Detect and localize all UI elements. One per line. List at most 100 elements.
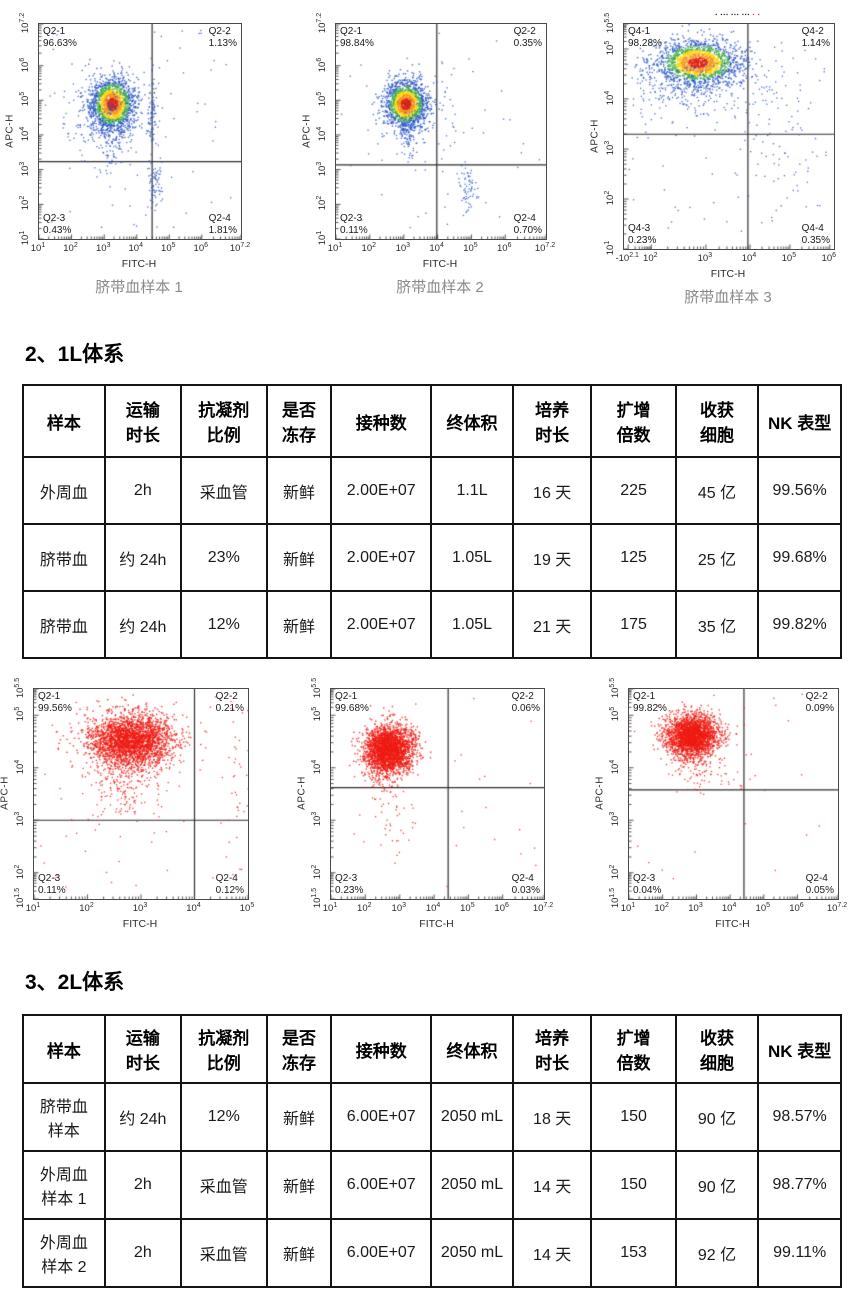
flow-cytometry-plot: ▪ ▪▪▪ ▪▪▪ ▪▪▪ ▪ ▪ Q4-1 98.28% Q4-2 1.14% Q4-3… xyxy=(589,11,856,306)
quadrant-name: Q4-3 xyxy=(628,223,651,234)
table-2l: 样本 运输 时长 抗凝剂 比例 是否 冻存 接种数 终体积 培养 时长 扩增 倍数 收获 细胞 N… xyxy=(22,1014,842,1288)
data-cell: 2.00E+07 xyxy=(330,590,433,659)
data-cell: 2h xyxy=(103,1218,182,1288)
data-cell: 19 天 xyxy=(511,523,593,592)
quadrant-name: Q2-3 xyxy=(43,213,66,224)
quadrant-label-tl: Q2-1 96.63% xyxy=(43,26,77,50)
table-row: 脐带血约 24h 23% 新鲜 2.00E+07 1.05L 19 天 125 25 亿 99.… xyxy=(22,523,842,592)
y-axis-tick-label: 103 xyxy=(608,812,622,827)
y-axis-tick-label: 102 xyxy=(608,864,622,879)
data-cell: 新鲜 xyxy=(265,523,333,592)
header-cell: 培养 时长 xyxy=(511,384,593,458)
quadrant-name: Q2-2 xyxy=(215,691,238,702)
quadrant-percent: 0.11% xyxy=(38,885,66,896)
data-cell: 6.00E+07 xyxy=(330,1082,433,1152)
data-cell: 35 亿 xyxy=(674,590,760,659)
table-1l-wrap: 样本 运输 时长 抗凝剂 比例 是否 冻存 接种数 终体积 培养 时长 扩增 倍数 收获 细胞 N… xyxy=(22,384,844,659)
y-axis-tick-label: 105.5 xyxy=(13,677,27,699)
quadrant-label-tl: Q4-1 98.28% xyxy=(628,26,662,50)
x-axis-tick-label: 102 xyxy=(643,252,658,265)
data-cell: 外周血 样本 2 xyxy=(22,1218,106,1288)
plot-caption: 脐带血样本 3 xyxy=(684,289,772,306)
data-cell: 25 亿 xyxy=(674,523,760,592)
x-axis-tick-label: 101 xyxy=(30,242,46,255)
data-cell: 98.57% xyxy=(757,1082,842,1152)
x-axis-tick-label: 103 xyxy=(391,902,407,915)
y-axis-tick-label: 103 xyxy=(315,161,329,176)
quadrant-label-bl: Q2-3 0.04% xyxy=(633,873,661,897)
y-axis-tick-label: 107.2 xyxy=(18,12,32,34)
plot-area: Q2-1 99.82% Q2-2 0.09% Q2-3 0.04% Q2-4 0.05% xyxy=(628,688,839,900)
y-axis-tick-label: 105.5 xyxy=(603,12,617,34)
x-axis-tick-label: 107.2 xyxy=(229,242,251,255)
data-cell: 125 xyxy=(590,523,677,592)
quadrant-name: Q2-2 xyxy=(511,691,534,702)
quadrant-name: Q2-4 xyxy=(208,213,231,224)
data-cell: 12% xyxy=(179,590,268,659)
y-axis-tick-label: 101.5 xyxy=(310,887,324,909)
data-cell: 99.82% xyxy=(757,590,842,659)
x-axis-tick-label: 104 xyxy=(741,252,757,265)
y-axis-tick-label: 102 xyxy=(315,196,329,211)
data-cell: 脐带血 样本 xyxy=(22,1082,106,1152)
quadrant-percent: 1.81% xyxy=(208,225,237,236)
quadrant-label-br: Q2-4 0.05% xyxy=(806,873,834,897)
flow-cytometry-plot: Q2-1 99.56% Q2-2 0.21% Q2-3 0.11% Q2-4 0.12% 101… xyxy=(0,676,283,956)
flow-cytometry-plot: Q2-1 96.63% Q2-2 1.13% Q2-3 0.43% Q2-4 1.81% 101… xyxy=(4,11,276,296)
quadrant-name: Q4-4 xyxy=(801,223,824,234)
header-cell: 培养 时长 xyxy=(511,1014,593,1084)
header-cell: 扩增 倍数 xyxy=(590,384,677,458)
plot-area: Q4-1 98.28% Q4-2 1.14% Q4-3 0.23% Q4-4 0.35% xyxy=(623,23,835,250)
table-2l-wrap: 样本 运输 时长 抗凝剂 比例 是否 冻存 接种数 终体积 培养 时长 扩增 倍数 收获 细胞 N… xyxy=(22,1014,844,1288)
quadrant-name: Q2-3 xyxy=(38,873,61,884)
quadrant-percent: 99.82% xyxy=(633,703,667,714)
data-cell: 脐带血 xyxy=(22,590,106,659)
plot-area: Q2-1 99.56% Q2-2 0.21% Q2-3 0.11% Q2-4 0.12% xyxy=(33,688,249,900)
truncated-specimen-title: ▪ ▪▪▪ ▪▪▪ ▪▪▪ ▪ ▪ xyxy=(715,12,761,18)
header-cell: 是否 冻存 xyxy=(265,1014,333,1084)
x-axis-tick-label: 102 xyxy=(357,902,372,915)
quadrant-label-tr: Q2-2 0.21% xyxy=(216,691,244,715)
x-axis-label: FITC-H xyxy=(715,918,750,930)
x-axis-tick-label: 106 xyxy=(821,252,837,265)
x-axis-tick-label: 104 xyxy=(721,902,737,915)
header-cell: 抗凝剂 比例 xyxy=(179,384,268,458)
table-1l: 样本 运输 时长 抗凝剂 比例 是否 冻存 接种数 终体积 培养 时长 扩增 倍数 收获 细胞 N… xyxy=(22,384,842,659)
header-cell: 接种数 xyxy=(330,1014,433,1084)
quadrant-label-br: Q2-4 0.12% xyxy=(216,873,244,897)
data-cell: 约 24h xyxy=(103,1082,182,1152)
header-cell: NK 表型 xyxy=(757,1014,842,1084)
x-axis-tick-label: 102 xyxy=(63,242,78,255)
quadrant-name: Q4-2 xyxy=(801,26,824,37)
quadrant-percent: 98.84% xyxy=(340,38,374,49)
plot-caption: 脐带血样本 1 xyxy=(95,279,183,296)
quadrant-name: Q2-4 xyxy=(511,873,534,884)
section-3-title: 3、2L体系 xyxy=(25,971,125,994)
quadrant-label-bl: Q2-3 0.23% xyxy=(335,873,363,897)
data-cell: 外周血 样本 1 xyxy=(22,1150,106,1220)
flow-cytometry-plot: Q2-1 99.82% Q2-2 0.09% Q2-3 0.04% Q2-4 0.05% 101… xyxy=(594,676,856,956)
y-axis-tick-label: 102 xyxy=(603,190,617,206)
y-axis-tick-label: 104 xyxy=(18,126,32,142)
section-2-title: 2、1L体系 xyxy=(25,343,125,366)
x-axis-tick-label: 102 xyxy=(361,242,377,255)
data-cell: 2.00E+07 xyxy=(330,456,433,525)
quadrant-percent: 0.09% xyxy=(805,703,834,714)
data-cell: 新鲜 xyxy=(265,1082,333,1152)
plot-area: Q2-1 99.68% Q2-2 0.06% Q2-3 0.23% Q2-4 0.03% xyxy=(330,688,545,900)
quadrant-percent: 0.05% xyxy=(805,885,834,896)
y-axis-tick-label: 105.5 xyxy=(310,677,324,699)
quadrant-label-br: Q4-4 0.35% xyxy=(802,223,830,247)
header-cell: 样本 xyxy=(22,1014,106,1084)
data-cell: 153 xyxy=(590,1218,677,1288)
y-axis-label: APC-H xyxy=(4,113,16,148)
quadrant-name: Q2-2 xyxy=(805,691,828,702)
y-axis-label: APC-H xyxy=(0,776,11,810)
quadrant-name: Q2-1 xyxy=(633,691,656,702)
quadrant-label-bl: Q2-3 0.43% xyxy=(43,213,71,237)
quadrant-label-tl: Q2-1 99.82% xyxy=(633,691,667,715)
x-axis-tick-label: 104 xyxy=(128,242,144,255)
y-axis-tick-label: 104 xyxy=(13,759,27,774)
x-axis-tick-label: 106 xyxy=(494,902,509,915)
quadrant-percent: 0.35% xyxy=(513,38,542,49)
